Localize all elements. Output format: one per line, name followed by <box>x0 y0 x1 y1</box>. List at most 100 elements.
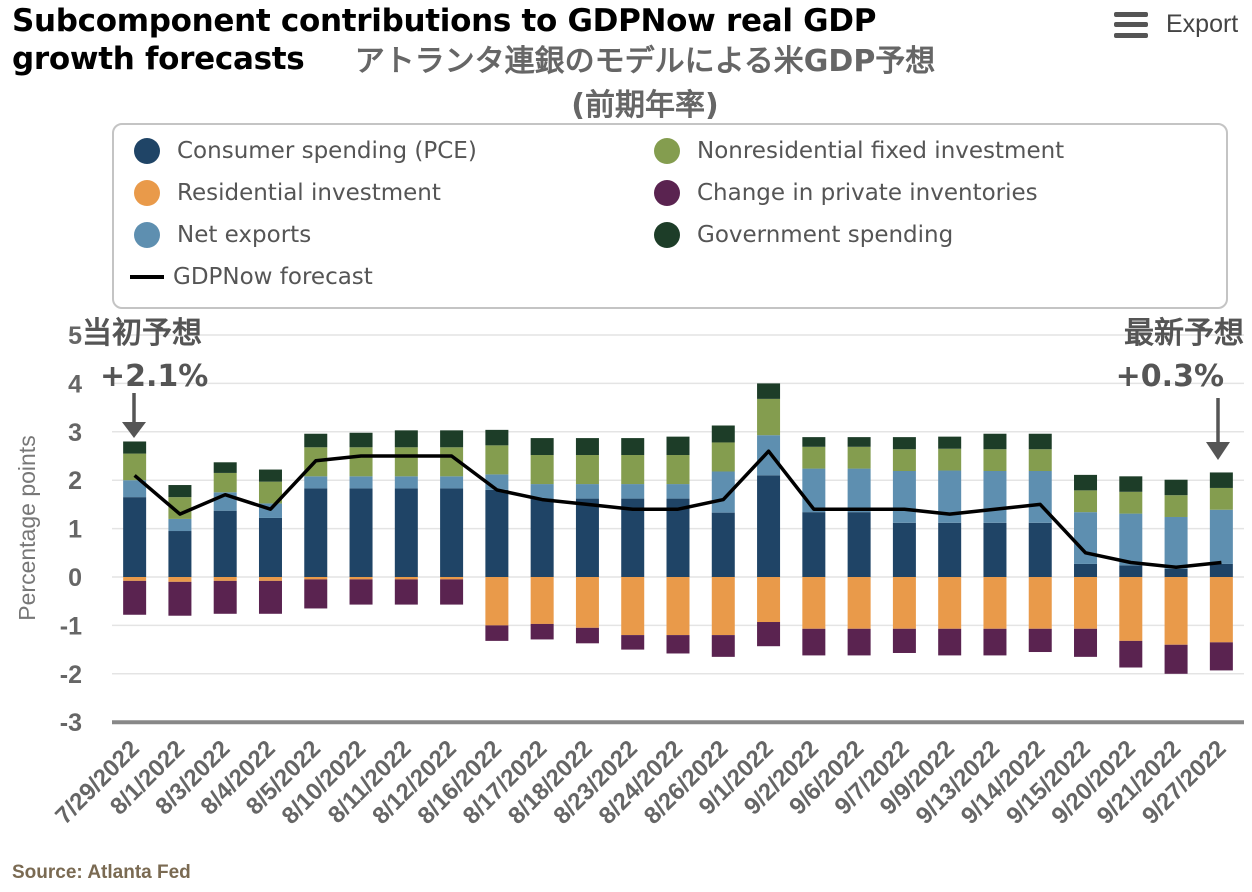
bar-segment[interactable] <box>349 476 373 489</box>
bar-segment[interactable] <box>847 468 871 513</box>
bar-segment[interactable] <box>213 510 237 577</box>
bar-segment[interactable] <box>757 398 781 436</box>
bar-segment[interactable] <box>485 625 509 641</box>
bar-segment[interactable] <box>394 579 418 605</box>
bar-segment[interactable] <box>757 622 781 647</box>
bar-segment[interactable] <box>1028 628 1052 653</box>
bar-stack[interactable] <box>621 438 645 650</box>
bar-segment[interactable] <box>938 577 962 629</box>
bar-segment[interactable] <box>1164 479 1188 496</box>
bar-segment[interactable] <box>802 512 826 577</box>
bar-segment[interactable] <box>394 447 418 477</box>
bar-segment[interactable] <box>349 432 373 448</box>
bar-segment[interactable] <box>802 577 826 629</box>
bar-stack[interactable] <box>168 485 192 616</box>
bar-segment[interactable] <box>1028 522 1052 577</box>
bar-segment[interactable] <box>666 484 690 499</box>
bar-segment[interactable] <box>394 488 418 577</box>
bar-segment[interactable] <box>1074 490 1098 513</box>
bar-segment[interactable] <box>1209 577 1233 643</box>
bar-segment[interactable] <box>711 512 735 577</box>
bar-segment[interactable] <box>440 577 464 580</box>
bar-segment[interactable] <box>892 522 916 577</box>
bar-stack[interactable] <box>530 438 554 640</box>
bar-segment[interactable] <box>530 438 554 456</box>
bar-segment[interactable] <box>123 441 147 454</box>
legend-item-residential[interactable]: Residential investment <box>134 180 441 206</box>
bar-segment[interactable] <box>621 484 645 499</box>
bar-segment[interactable] <box>1209 472 1233 488</box>
bar-segment[interactable] <box>1119 476 1143 492</box>
bar-segment[interactable] <box>1164 495 1188 517</box>
bar-segment[interactable] <box>666 498 690 577</box>
bar-segment[interactable] <box>1028 433 1052 450</box>
bar-segment[interactable] <box>213 472 237 493</box>
bar-segment[interactable] <box>1164 516 1188 569</box>
bar-segment[interactable] <box>575 498 599 577</box>
bar-stack[interactable] <box>213 462 237 614</box>
bar-segment[interactable] <box>621 455 645 485</box>
bar-segment[interactable] <box>440 430 464 448</box>
bar-segment[interactable] <box>213 580 237 614</box>
bar-segment[interactable] <box>168 485 192 498</box>
bar-segment[interactable] <box>530 455 554 485</box>
bar-segment[interactable] <box>213 577 237 581</box>
bar-stack[interactable] <box>711 425 735 657</box>
legend-item-nonresidential[interactable]: Nonresidential fixed investment <box>654 138 1064 164</box>
bar-segment[interactable] <box>983 577 1007 629</box>
bar-stack[interactable] <box>1209 472 1233 671</box>
bar-stack[interactable] <box>847 437 871 656</box>
bar-segment[interactable] <box>983 628 1007 656</box>
bar-segment[interactable] <box>168 577 192 582</box>
bar-segment[interactable] <box>1209 509 1233 564</box>
bar-segment[interactable] <box>123 497 147 577</box>
bar-segment[interactable] <box>757 435 781 476</box>
bar-segment[interactable] <box>530 623 554 640</box>
bar-segment[interactable] <box>983 471 1007 523</box>
legend-item-government[interactable]: Government spending <box>654 222 953 248</box>
bar-segment[interactable] <box>1074 512 1098 564</box>
bar-segment[interactable] <box>168 518 192 532</box>
bar-segment[interactable] <box>1119 565 1143 577</box>
bar-segment[interactable] <box>892 628 916 653</box>
bar-segment[interactable] <box>575 484 599 499</box>
bar-segment[interactable] <box>575 455 599 485</box>
bar-segment[interactable] <box>1119 491 1143 514</box>
bar-stack[interactable] <box>802 437 826 656</box>
bar-segment[interactable] <box>123 580 147 615</box>
export-label[interactable]: Export <box>1166 10 1239 38</box>
bar-stack[interactable] <box>1028 433 1052 653</box>
bar-segment[interactable] <box>938 436 962 449</box>
bar-stack[interactable] <box>983 433 1007 656</box>
bar-segment[interactable] <box>485 577 509 626</box>
bar-segment[interactable] <box>1119 577 1143 641</box>
bar-segment[interactable] <box>394 577 418 580</box>
export-button[interactable]: Export <box>1114 10 1238 39</box>
bar-segment[interactable] <box>440 488 464 577</box>
bar-segment[interactable] <box>983 522 1007 577</box>
bar-segment[interactable] <box>1074 628 1098 657</box>
bar-segment[interactable] <box>802 628 826 656</box>
bar-segment[interactable] <box>485 429 509 446</box>
bar-segment[interactable] <box>1164 644 1188 674</box>
bar-segment[interactable] <box>711 425 735 443</box>
bar-segment[interactable] <box>621 438 645 456</box>
bar-segment[interactable] <box>1209 487 1233 510</box>
bar-segment[interactable] <box>802 446 826 469</box>
bar-segment[interactable] <box>938 522 962 577</box>
bar-segment[interactable] <box>666 635 690 654</box>
bar-stack[interactable] <box>1074 474 1098 657</box>
bar-segment[interactable] <box>123 480 147 498</box>
bar-segment[interactable] <box>123 577 147 581</box>
bar-segment[interactable] <box>938 628 962 656</box>
bar-segment[interactable] <box>892 577 916 629</box>
bar-stack[interactable] <box>938 436 962 656</box>
bar-segment[interactable] <box>621 577 645 636</box>
bar-segment[interactable] <box>123 453 147 481</box>
bar-segment[interactable] <box>938 470 962 523</box>
bar-segment[interactable] <box>802 437 826 447</box>
bar-segment[interactable] <box>349 488 373 577</box>
bar-segment[interactable] <box>440 579 464 605</box>
bar-segment[interactable] <box>983 433 1007 450</box>
bar-segment[interactable] <box>847 437 871 447</box>
